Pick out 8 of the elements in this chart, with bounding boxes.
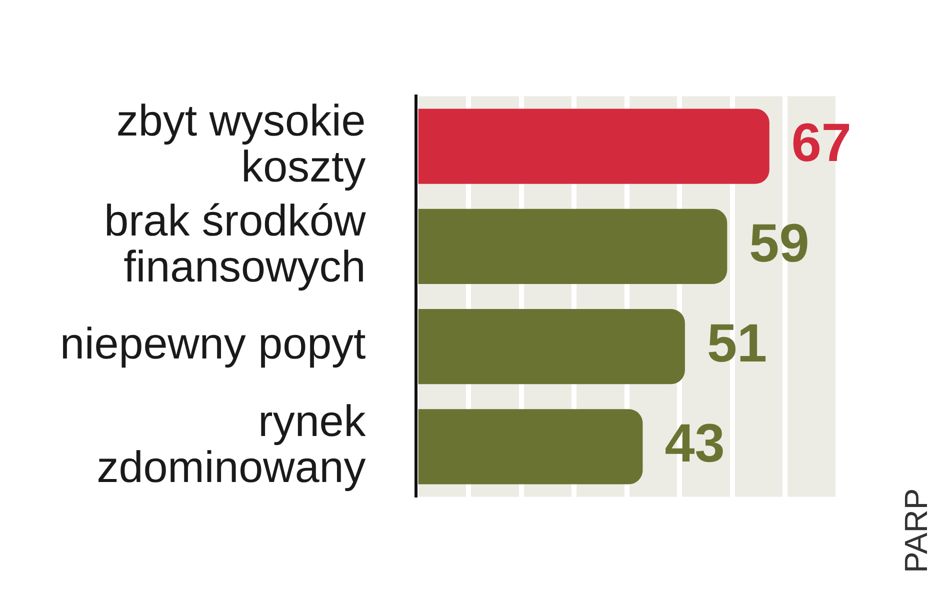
y-tick-label: niepewny popyt [60,320,366,369]
data-label: 67 [791,113,852,174]
text: PARP [898,488,934,573]
y-tick-label: brak środków finansowych [104,196,366,292]
data-label: 51 [706,313,768,374]
data-label: 43 [664,414,725,474]
y-tick-label: rynek zdominowany [96,396,367,492]
data-label: 59 [749,213,810,274]
